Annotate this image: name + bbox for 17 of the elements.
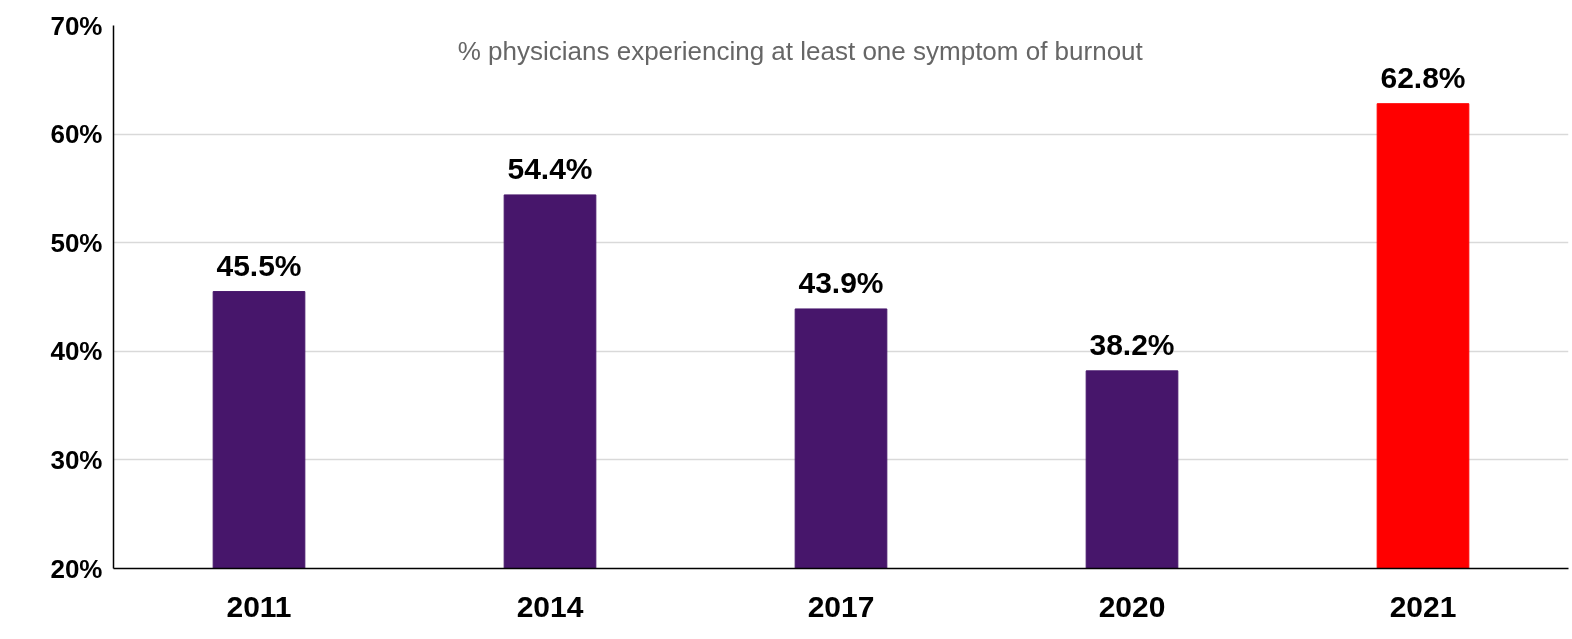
data-label: 62.8% xyxy=(1380,60,1466,94)
x-tick-label: 2011 xyxy=(226,589,292,623)
x-tick-label: 2021 xyxy=(1389,589,1457,623)
x-tick-label: 2020 xyxy=(1098,589,1166,623)
y-tick-label: 60% xyxy=(50,119,103,150)
data-label: 45.5% xyxy=(216,248,302,282)
x-tick-label: 2017 xyxy=(807,589,875,623)
y-tick-label: 50% xyxy=(50,227,103,258)
y-tick-label: 20% xyxy=(50,553,103,584)
x-tick-label: 2014 xyxy=(516,589,584,623)
y-tick-label: 70% xyxy=(50,10,103,41)
data-label: 43.9% xyxy=(798,265,884,299)
y-tick-label: 30% xyxy=(50,444,103,475)
y-tick-label: 40% xyxy=(50,336,103,367)
data-label: 38.2% xyxy=(1089,327,1175,361)
annotation: % physicians experiencing at least one symptom of burnout xyxy=(457,35,1144,66)
data-label: 54.4% xyxy=(507,151,593,185)
